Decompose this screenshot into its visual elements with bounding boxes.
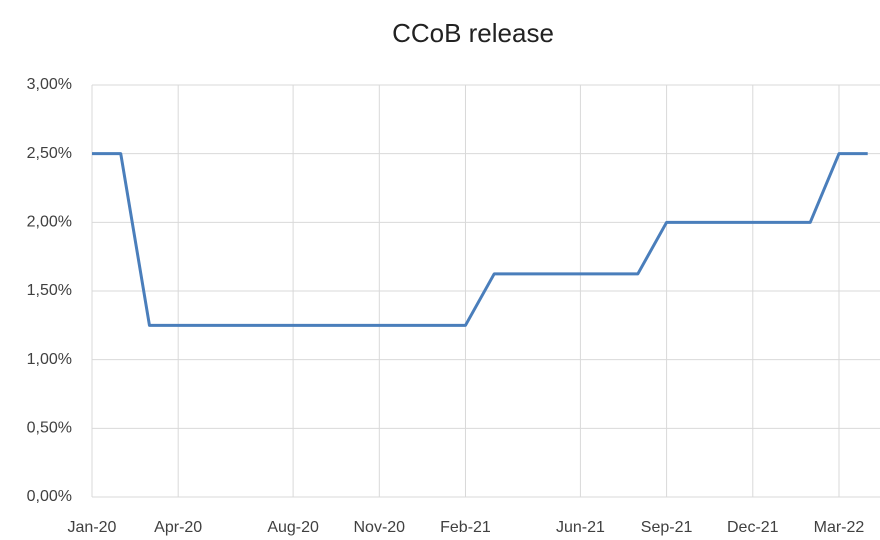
x-tick-label: Sep-21 xyxy=(641,519,693,536)
y-tick-label: 0,00% xyxy=(27,488,72,505)
chart-title: CCoB release xyxy=(392,18,554,48)
y-tick-label: 2,50% xyxy=(27,145,72,162)
y-tick-label: 3,00% xyxy=(27,76,72,93)
x-tick-label: Feb-21 xyxy=(440,519,491,536)
line xyxy=(92,152,868,327)
y-tick-label: 1,50% xyxy=(27,282,72,299)
x-tick-label: Nov-20 xyxy=(354,519,406,536)
y-tick-label: 1,00% xyxy=(27,351,72,368)
x-tick-label: Mar-22 xyxy=(814,519,865,536)
x-tick-label: Jun-21 xyxy=(556,519,605,536)
x-tick-label: Aug-20 xyxy=(267,519,319,536)
y-tick-label: 0,50% xyxy=(27,420,72,437)
y-tick-label: 2,00% xyxy=(27,214,72,231)
x-tick-label: Apr-20 xyxy=(154,519,202,536)
x-tick-label: Dec-21 xyxy=(727,519,779,536)
x-tick-label: Jan-20 xyxy=(68,519,117,536)
